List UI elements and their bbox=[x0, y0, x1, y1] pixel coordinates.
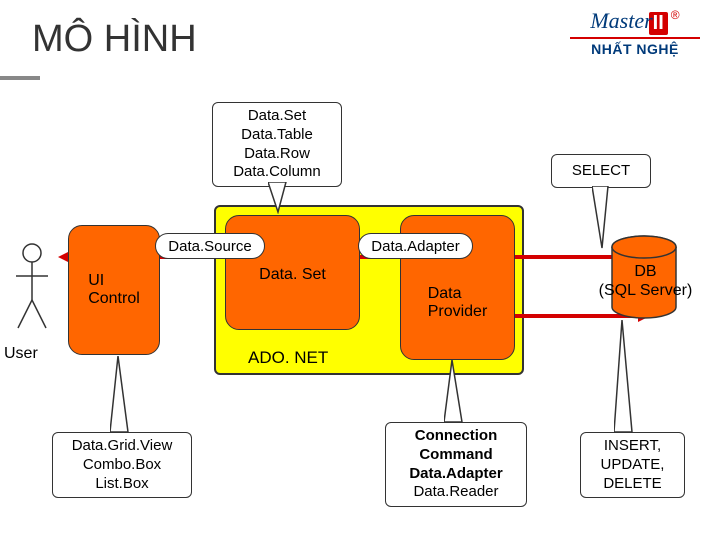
callout-dataset-line4: Data.Column bbox=[233, 163, 321, 182]
callout-dml: INSERT, UPDATE, DELETE bbox=[580, 432, 685, 498]
logo-subtitle: NHẤT NGHỆ bbox=[570, 41, 700, 57]
brand-logo: MasterII® NHẤT NGHỆ bbox=[570, 8, 700, 57]
callout-dataset-line2: Data.Table bbox=[241, 126, 313, 145]
callout-provider-line3: Data.Adapter bbox=[409, 465, 502, 484]
pill-datasource-text: Data.Source bbox=[168, 238, 251, 255]
ui-control-label: UI Control bbox=[88, 272, 140, 308]
user-label: User bbox=[4, 344, 38, 363]
callout-uicontrols-line3: List.Box bbox=[95, 475, 148, 494]
callout-dataset: Data.Set Data.Table Data.Row Data.Column bbox=[212, 102, 342, 187]
callout-uicontrols-tail bbox=[110, 356, 132, 434]
callout-dml-tail bbox=[614, 320, 636, 434]
callout-provider-tail bbox=[444, 360, 466, 424]
pill-dataadapter-text: Data.Adapter bbox=[371, 238, 459, 255]
callout-select: SELECT bbox=[551, 154, 651, 188]
callout-uicontrols: Data.Grid.View Combo.Box List.Box bbox=[52, 432, 192, 498]
callout-dml-line2: UPDATE, bbox=[601, 456, 665, 475]
user-icon bbox=[10, 242, 54, 337]
logo-master-text: Master bbox=[590, 8, 652, 33]
db-label: DB (SQL Server) bbox=[598, 262, 693, 300]
callout-uicontrols-line2: Combo.Box bbox=[83, 456, 161, 475]
dataset-label: Data. Set bbox=[259, 266, 326, 284]
logo-wordmark: MasterII® bbox=[570, 8, 700, 35]
module-ui-control: UI Control bbox=[68, 225, 160, 355]
page-title: MÔ HÌNH bbox=[32, 18, 197, 61]
dataprovider-label: Data Provider bbox=[428, 285, 488, 321]
callout-provider-line4: Data.Reader bbox=[413, 483, 498, 502]
callout-dml-line1: INSERT, bbox=[604, 437, 661, 456]
callout-dataset-line1: Data.Set bbox=[248, 107, 306, 126]
callout-provider-line2: Command bbox=[419, 446, 492, 465]
pill-dataadapter: Data.Adapter bbox=[358, 233, 473, 259]
callout-dml-line3: DELETE bbox=[603, 475, 661, 494]
ado-label: ADO. NET bbox=[248, 348, 328, 368]
title-underline bbox=[0, 76, 40, 80]
callout-provider: Connection Command Data.Adapter Data.Rea… bbox=[385, 422, 527, 507]
logo-divider bbox=[570, 37, 700, 39]
callout-select-text: SELECT bbox=[572, 162, 630, 181]
callout-uicontrols-line1: Data.Grid.View bbox=[72, 437, 173, 456]
callout-provider-line1: Connection bbox=[415, 427, 498, 446]
callout-select-tail bbox=[592, 186, 614, 250]
callout-dataset-tail bbox=[268, 182, 292, 214]
pill-datasource: Data.Source bbox=[155, 233, 265, 259]
callout-dataset-line3: Data.Row bbox=[244, 145, 310, 164]
logo-registered: ® bbox=[671, 8, 680, 22]
